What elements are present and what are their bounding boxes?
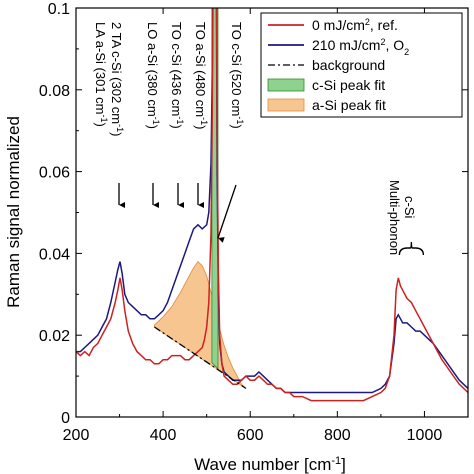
annotation-sup: -1 <box>151 117 161 125</box>
y-axis-label: Raman signal normalized <box>4 116 23 308</box>
annotation-la: LA a-Si (301 cm-1) <box>93 22 109 127</box>
annotation-to436: TO c-Si (436 cm-1) <box>169 22 185 129</box>
annotation-end: ) <box>145 125 160 129</box>
annotation-text: 2 TA c-Si (302 cm <box>109 22 124 124</box>
y-axis-ticks: 0 0.02 0.04 0.06 0.08 0.1 <box>39 1 468 427</box>
x-tick-label: 600 <box>237 427 264 444</box>
annotation-sup: -1 <box>199 117 209 125</box>
annotation-multi-phonon: Multi-phonon <box>387 180 402 255</box>
asi-peak-fit-area <box>154 260 247 389</box>
legend-text: c-Si peak fit <box>312 77 385 93</box>
legend-label-ref: 0 mJ/cm2, ref. <box>312 17 398 33</box>
y-tick-label: 0.08 <box>39 83 70 100</box>
y-tick-label: 0.04 <box>39 246 70 263</box>
legend-swatch-csi <box>267 78 305 92</box>
legend-label-bg: background <box>312 57 385 73</box>
plot-area <box>76 8 468 402</box>
legend-text: a-Si peak fit <box>312 97 386 113</box>
annotation-text: TO c-Si (520 cm <box>229 22 244 116</box>
annotation-end: ) <box>193 125 208 129</box>
annotation-text: TO c-Si (436 cm <box>169 22 184 116</box>
legend-sub: 2 <box>404 47 409 57</box>
annotation-to480: TO a-Si (480 cm-1) <box>193 22 209 129</box>
legend-sup: 2 <box>380 37 385 47</box>
legend-rest: , ref. <box>370 17 398 33</box>
y-tick-label: 0.1 <box>48 1 70 18</box>
x-axis-label-end: ] <box>341 455 346 474</box>
legend-label-asi: a-Si peak fit <box>312 97 386 113</box>
y-tick-label: 0 <box>61 410 70 427</box>
legend: 0 mJ/cm2, ref.210 mJ/cm2, O2backgroundc-… <box>260 12 463 118</box>
annotation-multi-csi: c-Si <box>402 196 417 219</box>
annotation-lo: LO a-Si (380 cm-1) <box>145 22 161 129</box>
legend-text: 210 mJ/cm <box>312 37 380 53</box>
x-tick-label: 200 <box>63 427 90 444</box>
annotation-brace <box>398 241 425 256</box>
x-tick-label: 400 <box>150 427 177 444</box>
y-tick-label: 0.06 <box>39 165 70 182</box>
x-axis-label-sup: -1 <box>331 455 341 467</box>
legend-text: background <box>312 57 385 73</box>
legend-sup: 2 <box>365 17 370 27</box>
annotation-sup: -1 <box>115 124 125 132</box>
legend-label-o2: 210 mJ/cm2, O2 <box>312 37 409 57</box>
legend-rest: , O <box>385 37 404 53</box>
annotation-end: ) <box>93 123 108 127</box>
annotation-text: TO a-Si (480 cm <box>193 22 208 117</box>
series-line-0-ref <box>76 8 468 402</box>
annotation-arrow <box>217 184 237 243</box>
annotation-sup: -1 <box>99 115 109 123</box>
annotation-end: ) <box>169 124 184 128</box>
x-axis-label-main: Wave number [cm <box>194 455 331 474</box>
background-line <box>154 326 247 389</box>
annotation-to520: TO c-Si (520 cm-1) <box>229 22 245 129</box>
x-axis-label: Wave number [cm-1] <box>194 455 346 474</box>
legend-swatch-asi <box>267 98 305 112</box>
annotation-sup: -1 <box>235 116 245 124</box>
annotation-end: ) <box>229 124 244 128</box>
annotation-sup: -1 <box>175 116 185 124</box>
annotation-text: LA a-Si (301 cm <box>93 22 108 115</box>
legend-label-csi: c-Si peak fit <box>312 77 385 93</box>
x-axis-ticks: 200 400 600 800 1000 <box>63 8 469 444</box>
x-tick-label: 1000 <box>407 427 443 444</box>
annotation-ta: 2 TA c-Si (302 cm-1) <box>109 22 125 136</box>
legend-text: 0 mJ/cm <box>312 17 365 33</box>
annotation-text: LO a-Si (380 cm <box>145 22 160 117</box>
y-tick-label: 0.02 <box>39 328 70 345</box>
x-tick-label: 800 <box>324 427 351 444</box>
annotation-end: ) <box>109 132 124 136</box>
peak-annotations: LA a-Si (301 cm-1)2 TA c-Si (302 cm-1)LO… <box>93 22 425 256</box>
